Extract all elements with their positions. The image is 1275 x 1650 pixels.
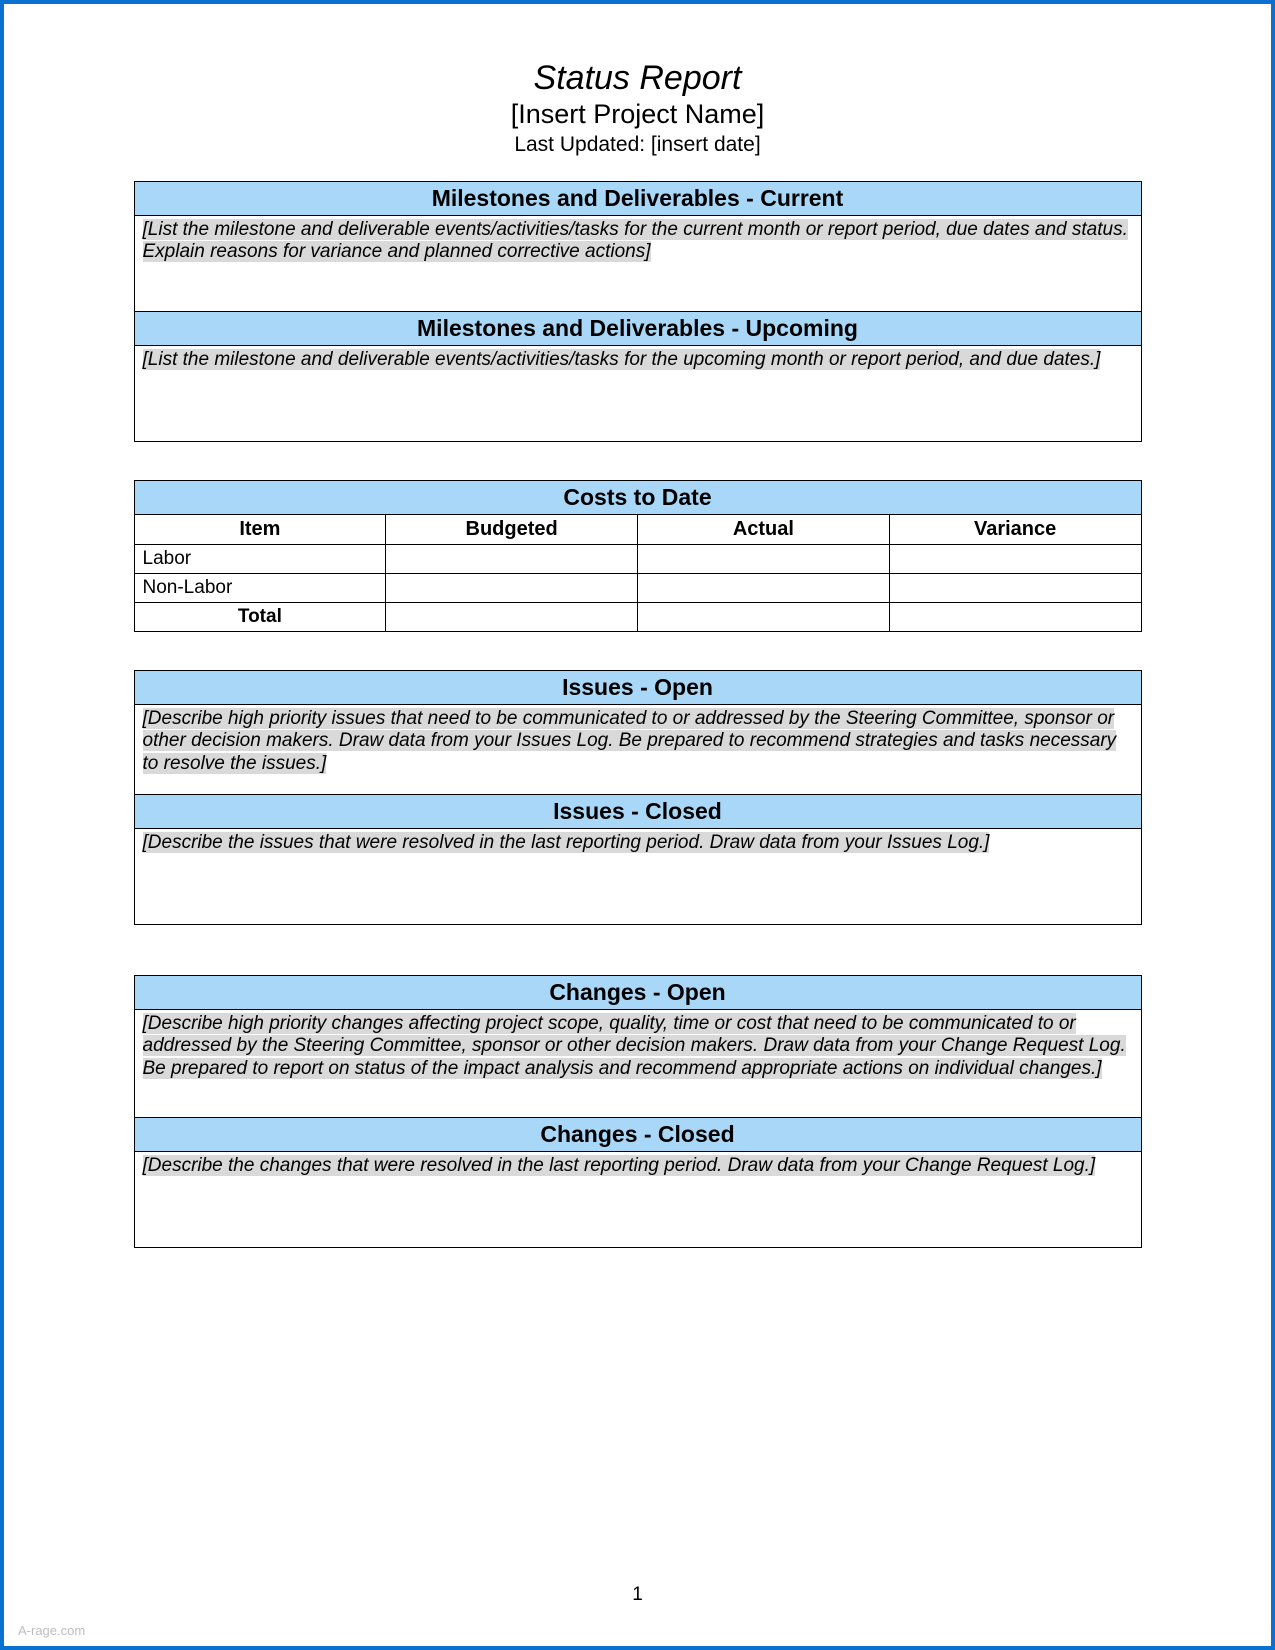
content-area: Status Report [Insert Project Name] Last… [134,59,1142,1248]
changes-closed-body: [Describe the changes that were resolved… [134,1151,1141,1247]
costs-row-label: Non-Labor [134,573,386,602]
issues-closed-header: Issues - Closed [134,794,1141,828]
costs-col-actual: Actual [638,514,890,544]
issues-open-body: [Describe high priority issues that need… [134,704,1141,794]
changes-open-header: Changes - Open [134,975,1141,1009]
milestones-table: Milestones and Deliverables - Current [L… [134,181,1142,442]
project-name-placeholder: [Insert Project Name] [134,98,1142,130]
milestones-upcoming-header: Milestones and Deliverables - Upcoming [134,311,1141,345]
document-header: Status Report [Insert Project Name] Last… [134,59,1142,159]
milestones-current-placeholder: [List the milestone and deliverable even… [143,219,1128,262]
changes-closed-placeholder: [Describe the changes that were resolved… [143,1155,1096,1176]
costs-cell [889,544,1141,573]
costs-cell [386,573,638,602]
issues-open-placeholder: [Describe high priority issues that need… [143,708,1117,774]
costs-cell [638,602,890,631]
costs-col-variance: Variance [889,514,1141,544]
costs-col-budgeted: Budgeted [386,514,638,544]
costs-cell [638,544,890,573]
milestones-upcoming-body: [List the milestone and deliverable even… [134,345,1141,441]
issues-table: Issues - Open [Describe high priority is… [134,670,1142,925]
changes-table: Changes - Open [Describe high priority c… [134,975,1142,1248]
issues-closed-placeholder: [Describe the issues that were resolved … [143,832,990,853]
costs-cell [889,602,1141,631]
milestones-upcoming-placeholder: [List the milestone and deliverable even… [143,349,1101,370]
milestones-current-header: Milestones and Deliverables - Current [134,181,1141,215]
table-row-total: Total [134,602,1141,631]
document-title: Status Report [134,59,1142,98]
last-updated: Last Updated: [insert date] [134,132,1142,158]
costs-total-label: Total [134,602,386,631]
costs-col-item: Item [134,514,386,544]
costs-cell [386,544,638,573]
costs-cell [638,573,890,602]
issues-open-header: Issues - Open [134,670,1141,704]
table-row: Labor [134,544,1141,573]
changes-open-body: [Describe high priority changes affectin… [134,1009,1141,1117]
milestones-current-body: [List the milestone and deliverable even… [134,215,1141,311]
costs-cell [889,573,1141,602]
issues-closed-body: [Describe the issues that were resolved … [134,828,1141,924]
page-container: Status Report [Insert Project Name] Last… [0,0,1275,1650]
costs-row-label: Labor [134,544,386,573]
page-number: 1 [4,1584,1271,1606]
watermark: A-rage.com [18,1623,85,1638]
changes-open-placeholder: [Describe high priority changes affectin… [143,1013,1126,1079]
costs-table: Costs to Date Item Budgeted Actual Varia… [134,480,1142,632]
table-row: Non-Labor [134,573,1141,602]
costs-cell [386,602,638,631]
changes-closed-header: Changes - Closed [134,1117,1141,1151]
costs-title: Costs to Date [134,480,1141,514]
